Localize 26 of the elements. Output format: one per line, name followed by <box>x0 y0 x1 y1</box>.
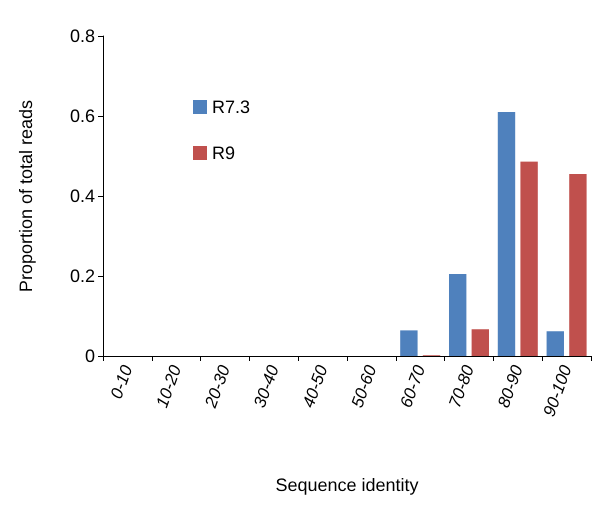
bar <box>520 162 538 356</box>
y-tick-label: 0.4 <box>70 186 95 206</box>
x-tick-label: 70-80 <box>445 362 478 410</box>
bar <box>498 112 516 356</box>
x-tick-label: 50-60 <box>348 362 381 410</box>
x-tick-label: 10-20 <box>152 362 186 410</box>
y-tick-label: 0.6 <box>70 106 95 126</box>
x-tick-label: 20-30 <box>200 362 234 412</box>
bar <box>569 174 587 356</box>
x-tick-label: 40-50 <box>298 362 332 410</box>
x-tick-label: 30-40 <box>250 362 283 410</box>
x-tick-label: 80-90 <box>494 362 527 410</box>
y-tick-label: 0 <box>84 346 95 366</box>
bar <box>546 331 564 356</box>
legend-label: R9 <box>212 143 236 163</box>
x-tick-label: 90-100 <box>540 362 576 419</box>
y-tick-label: 0.8 <box>70 26 95 46</box>
bar <box>448 274 466 356</box>
bar <box>472 329 490 356</box>
legend-label: R7.3 <box>212 97 250 117</box>
y-tick-label: 0.2 <box>70 266 95 286</box>
x-tick-label: 60-70 <box>396 362 430 410</box>
y-axis-title: Proportion of total reads <box>16 100 36 292</box>
bar <box>400 330 418 356</box>
x-tick-label: 0-10 <box>106 362 137 402</box>
x-axis-title: Sequence identity <box>275 475 419 495</box>
